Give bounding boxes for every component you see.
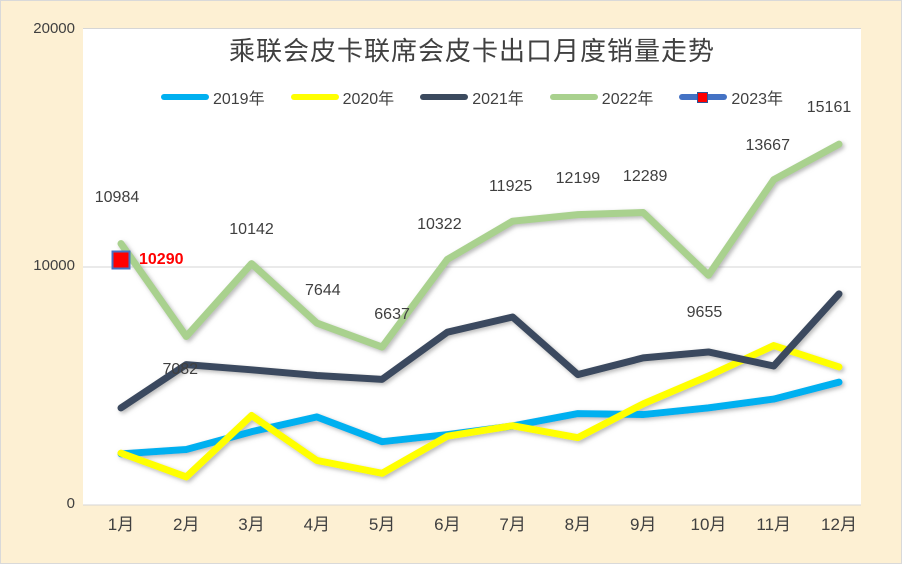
data-label-2022: 10984 [94,188,140,206]
legend-label: 2021年 [472,91,524,108]
chart-legend: 2019年 2020年 2021年 2022年 2023年 [83,85,861,109]
data-label-2022: 12199 [555,169,601,187]
chart-title: 乘联会皮卡联席会皮卡出口月度销量走势 [228,36,715,66]
legend-item-2019年[interactable]: 2019年 [160,85,265,109]
x-tick-2月: 2月 [173,515,200,534]
data-label-2022: 7644 [305,282,341,300]
data-label-2022: 10142 [229,220,274,238]
x-tick-11月: 11月 [756,515,792,534]
legend-item-2022年[interactable]: 2022年 [549,85,654,109]
data-point-marker-2023 [111,250,131,270]
data-label-2022: 10322 [417,216,462,234]
x-tick-8月: 8月 [564,515,592,534]
data-label-2022: 9655 [686,304,723,322]
data-label-2022: 7082 [162,361,199,379]
x-tick-12月: 12月 [821,515,857,534]
legend-label: 2019年 [212,91,265,108]
legend-swatch-icon [290,88,339,106]
data-label-2022: 12289 [622,167,668,185]
legend-label: 2020年 [342,91,395,108]
x-tick-6月: 6月 [434,515,461,534]
x-tick-7月: 7月 [499,515,526,534]
legend-swatch-icon [160,88,209,106]
legend-marker-icon [697,92,709,103]
y-tick-10000: 10000 [33,257,75,274]
chart-plot-svg [83,140,861,506]
legend-label: 2022年 [601,91,654,108]
legend-item-2023年[interactable]: 2023年 [679,85,783,109]
legend-label: 2023年 [731,91,784,108]
data-label-2022: 13667 [745,136,790,154]
y-tick-20000: 20000 [33,20,75,37]
series-line-2021 [117,290,843,412]
series-line-2022 [117,140,843,351]
series-line-2020 [117,342,843,481]
plot-area: 10984 7082 10142 7644 6637 10322 11925 12199 122… [83,28,861,506]
x-tick-5月: 5月 [368,515,396,534]
x-tick-1月: 1月 [107,515,135,534]
y-axis: 20000 10000 0 [1,1,75,563]
x-tick-10月: 10月 [690,515,727,534]
data-label-2022: 6637 [374,306,410,324]
legend-swatch-icon [679,88,728,106]
x-tick-4月: 4月 [303,515,331,534]
x-axis: 1月 2月 3月 4月 5月 6月 7月 8月 9月 10月 11月 12月 [83,510,861,540]
x-tick-3月: 3月 [238,515,265,534]
x-tick-9月: 9月 [629,515,657,534]
legend-swatch-icon [420,88,469,106]
legend-swatch-icon [549,88,598,106]
y-tick-0: 0 [66,495,75,512]
data-label-2023: 10290 [139,251,184,269]
data-label-2022: 15161 [806,99,852,117]
legend-item-2020年[interactable]: 2020年 [290,85,395,109]
legend-item-2021年[interactable]: 2021年 [420,85,524,109]
data-label-2022: 11925 [488,178,533,196]
series-line-2019 [117,378,843,458]
